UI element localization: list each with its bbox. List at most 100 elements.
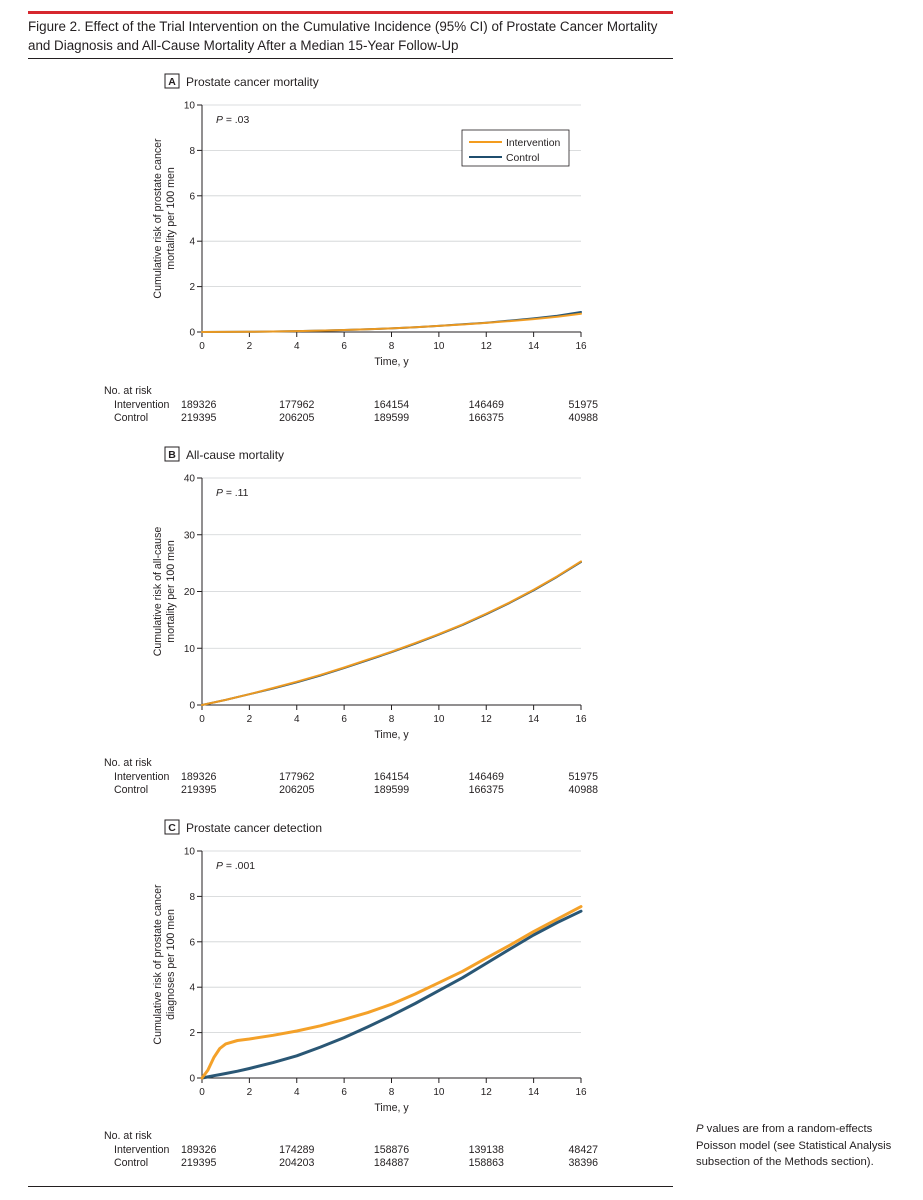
- x-tick-label: 4: [294, 341, 300, 352]
- at-risk-value: 51975: [568, 771, 598, 783]
- y-tick-label: 2: [189, 1028, 195, 1039]
- x-tick-label: 16: [575, 714, 587, 725]
- panel-letter: C: [168, 822, 176, 834]
- figure-title: Figure 2. Effect of the Trial Interventi…: [28, 19, 658, 53]
- p-value-number: = .001: [223, 861, 255, 872]
- at-risk-value: 158876: [373, 1144, 410, 1156]
- x-tick-label: 8: [389, 341, 395, 352]
- at-risk-value: 40988: [568, 412, 598, 424]
- at-risk-title: No. at risk: [104, 385, 152, 397]
- footnote: P values are from a random-effects Poiss…: [696, 1121, 901, 1171]
- p-value-number: = .03: [223, 115, 250, 126]
- p-value-number: = .11: [223, 488, 249, 499]
- legend-box: [461, 129, 570, 167]
- chart-panel-c: C Prostate cancer detection 0 2 4 6 8 10 0 2 4 6 8 10…: [152, 819, 587, 1114]
- legend-label-control: Control: [506, 153, 540, 164]
- x-tick-label: 14: [528, 341, 540, 352]
- footnote-p-italic: P: [696, 1123, 704, 1135]
- at-risk-value: 146469: [468, 771, 504, 783]
- at-risk-row-label: Control: [114, 412, 149, 424]
- x-tick-label: 12: [481, 1087, 493, 1098]
- at-risk-value: 189599: [373, 412, 410, 424]
- x-tick-label: 8: [389, 1087, 395, 1098]
- at-risk-value: 164154: [373, 771, 410, 783]
- y-axis-label-line2: diagnoses per 100 men: [165, 909, 177, 1020]
- panel-title: Prostate cancer mortality: [186, 75, 319, 89]
- x-tick-label: 2: [247, 714, 253, 725]
- x-tick-label: 10: [433, 714, 445, 725]
- y-tick-label: 10: [184, 101, 196, 112]
- at-risk-value: 189326: [181, 399, 217, 411]
- at-risk-value: 164154: [373, 399, 410, 411]
- x-tick-label: 0: [199, 714, 205, 725]
- at-risk-row-label: Intervention: [114, 771, 170, 783]
- x-tick-label: 12: [481, 341, 493, 352]
- x-tick-label: 16: [575, 341, 587, 352]
- y-axis-label-line2: mortality per 100 men: [165, 540, 177, 643]
- series-line-control: [201, 561, 582, 706]
- x-tick-label: 2: [247, 1087, 253, 1098]
- x-tick-label: 6: [341, 1087, 347, 1098]
- panel-title: All-cause mortality: [186, 448, 284, 462]
- y-axis-label-line1: Cumulative risk of prostate cancer: [152, 138, 164, 299]
- y-tick-label: 2: [189, 282, 195, 293]
- y-tick-label: 0: [189, 328, 195, 339]
- at-risk-table-b: No. at risk Intervention 189326 177962 16415…: [0, 757, 640, 805]
- bottom-rule: [28, 1186, 673, 1187]
- at-risk-value: 189599: [373, 784, 410, 796]
- x-axis-label: Time, y: [374, 729, 409, 741]
- accent-bar: [28, 11, 673, 14]
- panel-letter-box: [164, 73, 180, 89]
- at-risk-row-label: Control: [114, 1157, 149, 1169]
- y-tick-label: 8: [189, 892, 195, 903]
- x-tick-label: 6: [341, 714, 347, 725]
- y-tick-label: 30: [184, 530, 196, 541]
- x-tick-label: 4: [294, 1087, 300, 1098]
- p-value-annotation: P = .03: [216, 115, 249, 126]
- x-tick-label: 14: [528, 714, 540, 725]
- panel-letter: B: [168, 449, 176, 461]
- at-risk-value: 189326: [181, 771, 217, 783]
- legend-label-intervention: Intervention: [506, 138, 561, 149]
- at-risk-value: 51975: [568, 399, 598, 411]
- x-tick-label: 0: [199, 341, 205, 352]
- at-risk-value: 204203: [279, 1157, 315, 1169]
- at-risk-value: 189326: [181, 1144, 217, 1156]
- at-risk-value: 146469: [468, 399, 504, 411]
- x-tick-label: 16: [575, 1087, 587, 1098]
- y-tick-label: 6: [189, 937, 195, 948]
- y-tick-label: 20: [184, 587, 196, 598]
- at-risk-value: 219395: [181, 412, 217, 424]
- series-line-intervention: [200, 905, 583, 1080]
- footnote-text: values are from a random-effects Poisson…: [696, 1123, 892, 1168]
- at-risk-table-c: No. at risk Intervention 189326 174289 15887…: [0, 1130, 640, 1178]
- y-tick-label: 0: [189, 1074, 195, 1085]
- chart-panel-a: A Prostate cancer mortality 0 2 4 6 8 10 0 2 4 6 8 10…: [152, 73, 587, 368]
- series-line-control: [200, 909, 583, 1080]
- x-tick-label: 6: [341, 341, 347, 352]
- at-risk-value: 166375: [468, 412, 504, 424]
- panel-letter: A: [168, 76, 176, 88]
- at-risk-value: 177962: [279, 399, 315, 411]
- x-tick-label: 2: [247, 341, 253, 352]
- series-line-intervention: [201, 312, 582, 333]
- at-risk-value: 184887: [373, 1157, 410, 1169]
- at-risk-value: 40988: [568, 784, 598, 796]
- at-risk-value: 206205: [279, 412, 315, 424]
- panel-letter-box: [164, 819, 180, 835]
- p-value-annotation: P = .11: [216, 488, 249, 499]
- at-risk-value: 139138: [468, 1144, 504, 1156]
- y-tick-label: 10: [184, 644, 196, 655]
- x-tick-label: 4: [294, 714, 300, 725]
- p-value-symbol: P: [216, 861, 223, 872]
- y-tick-label: 4: [189, 983, 195, 994]
- series-line-intervention: [201, 560, 582, 706]
- at-risk-value: 38396: [568, 1157, 598, 1169]
- y-tick-label: 6: [189, 191, 195, 202]
- x-tick-label: 12: [481, 714, 493, 725]
- at-risk-table-a: No. at risk Intervention 189326 177962 16415…: [0, 385, 640, 433]
- at-risk-value: 219395: [181, 784, 217, 796]
- at-risk-value: 206205: [279, 784, 315, 796]
- at-risk-title: No. at risk: [104, 1130, 152, 1142]
- at-risk-row-label: Intervention: [114, 1144, 170, 1156]
